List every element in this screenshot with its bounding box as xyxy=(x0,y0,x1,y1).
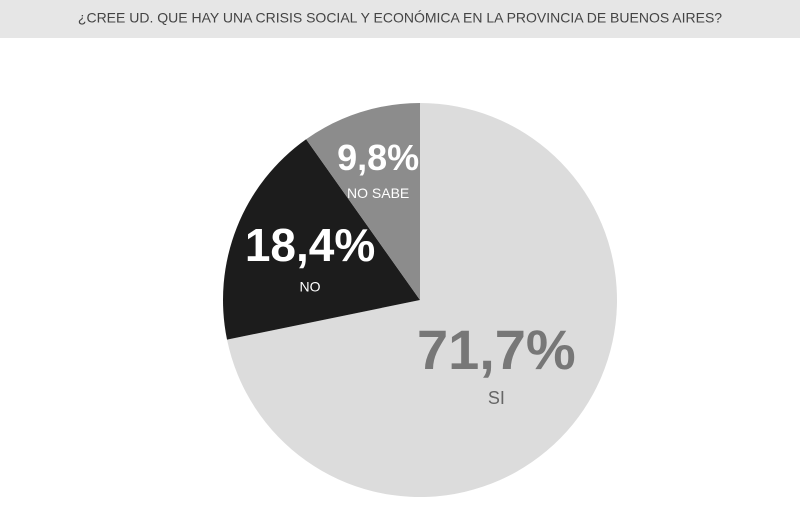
category-label: NO xyxy=(300,279,321,295)
value-label: 9,8% xyxy=(337,137,419,178)
pie-slice xyxy=(222,139,420,340)
pie-slice xyxy=(306,103,420,300)
pie-slice xyxy=(227,103,617,498)
title-bar xyxy=(0,0,800,38)
value-label: 71,7% xyxy=(417,318,576,381)
category-label: NO SABE xyxy=(347,185,409,201)
value-label: 18,4% xyxy=(245,219,375,271)
chart-title: ¿CREE UD. QUE HAY UNA CRISIS SOCIAL Y EC… xyxy=(78,10,722,26)
category-label: SI xyxy=(488,388,505,408)
